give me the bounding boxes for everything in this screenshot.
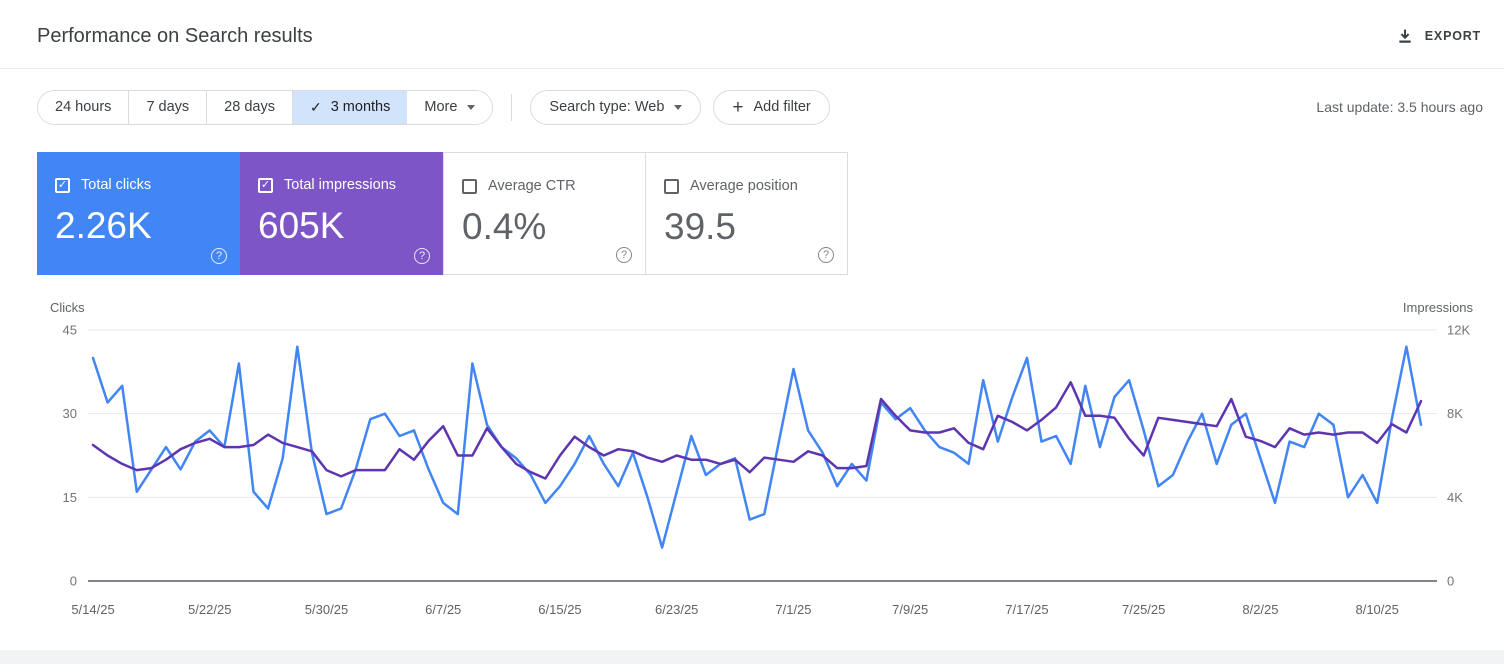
- card-label: Average position: [690, 178, 798, 194]
- right-axis-tick: 0: [1447, 574, 1454, 589]
- left-axis-tick: 45: [63, 323, 77, 338]
- x-axis-date-label: 5/14/25: [71, 602, 114, 617]
- plus-icon: [732, 98, 753, 117]
- tab-label: 24 hours: [55, 99, 112, 115]
- card-total-impressions[interactable]: Total impressions 605K: [240, 152, 443, 275]
- toolbar-divider: [511, 93, 513, 121]
- card-value: 0.4%: [462, 206, 547, 247]
- checkbox-unchecked-icon[interactable]: [664, 178, 679, 194]
- right-axis-title: Impressions: [1403, 300, 1474, 315]
- footer-strip: [0, 650, 1504, 664]
- toolbar: 24 hours 7 days 28 days 3 months More Se…: [37, 89, 1483, 125]
- left-axis-tick: 0: [70, 574, 77, 589]
- left-axis-tick: 15: [63, 490, 77, 505]
- card-value: 2.26K: [55, 205, 152, 246]
- card-header: Average position: [664, 178, 831, 194]
- right-axis-tick: 8K: [1447, 406, 1463, 421]
- search-type-dropdown[interactable]: Search type: Web: [530, 89, 702, 125]
- tab-label: 7 days: [146, 99, 190, 115]
- x-axis-date-label: 5/30/25: [305, 602, 348, 617]
- metric-cards: Total clicks 2.26K Total impressions 605…: [37, 152, 1504, 275]
- card-header: Average CTR: [462, 178, 629, 194]
- checkbox-unchecked-icon[interactable]: [462, 178, 477, 194]
- export-button[interactable]: EXPORT: [1394, 23, 1483, 49]
- x-axis-date-label: 8/2/25: [1242, 602, 1278, 617]
- last-update-text: Last update: 3.5 hours ago: [1316, 99, 1483, 115]
- card-average-ctr[interactable]: Average CTR 0.4%: [443, 152, 646, 275]
- check-icon: [310, 99, 331, 116]
- total-impressions-line[interactable]: [91, 381, 1423, 480]
- left-axis-tick: 30: [63, 406, 77, 421]
- x-axis-date-label: 6/7/25: [425, 602, 461, 617]
- date-range-tabs: 24 hours 7 days 28 days 3 months More: [37, 89, 494, 125]
- search-type-label: Search type: Web: [549, 99, 665, 115]
- tab-3-months[interactable]: 3 months: [292, 90, 408, 124]
- tab-label: More: [424, 99, 458, 115]
- download-icon: [1396, 27, 1414, 45]
- x-axis-date-label: 7/17/25: [1005, 602, 1048, 617]
- help-icon[interactable]: [211, 248, 227, 264]
- card-header: Total impressions: [258, 177, 427, 193]
- tab-label: 28 days: [224, 99, 275, 115]
- total-clicks-line[interactable]: [91, 345, 1423, 549]
- x-axis-date-label: 6/15/25: [538, 602, 581, 617]
- card-total-clicks[interactable]: Total clicks 2.26K: [37, 152, 240, 275]
- card-header: Total clicks: [55, 177, 224, 193]
- help-icon[interactable]: [818, 247, 834, 263]
- page-title: Performance on Search results: [37, 24, 313, 47]
- add-filter-label: Add filter: [753, 99, 811, 115]
- help-icon[interactable]: [414, 248, 430, 264]
- chevron-down-icon: [467, 104, 476, 110]
- right-axis-tick: 12K: [1447, 323, 1470, 338]
- card-label: Average CTR: [488, 178, 576, 194]
- card-label: Total impressions: [284, 177, 397, 193]
- header: Performance on Search results EXPORT: [0, 0, 1504, 69]
- x-axis-date-label: 6/23/25: [655, 602, 698, 617]
- tab-more[interactable]: More: [407, 90, 493, 124]
- tab-label: 3 months: [330, 99, 391, 115]
- card-average-position[interactable]: Average position 39.5: [645, 152, 848, 275]
- tab-24-hours[interactable]: 24 hours: [38, 90, 130, 124]
- performance-chart[interactable]: 45 12K 30 8K 15 4K 0 0 Clicks Impressions 5/14/25 5…: [0, 296, 1504, 626]
- x-axis-date-label: 5/22/25: [188, 602, 231, 617]
- x-axis-date-label: 7/1/25: [775, 602, 811, 617]
- x-axis-date-label: 7/9/25: [892, 602, 928, 617]
- card-label: Total clicks: [81, 177, 152, 193]
- x-axis-date-label: 8/10/25: [1355, 602, 1398, 617]
- tab-7-days[interactable]: 7 days: [129, 90, 208, 124]
- left-axis-title: Clicks: [50, 300, 85, 315]
- checkbox-checked-icon[interactable]: [55, 177, 70, 193]
- checkbox-checked-icon[interactable]: [258, 177, 273, 193]
- tab-28-days[interactable]: 28 days: [207, 90, 293, 124]
- card-value: 605K: [258, 205, 345, 246]
- chevron-down-icon: [674, 104, 683, 110]
- right-axis-tick: 4K: [1447, 490, 1463, 505]
- export-label: EXPORT: [1424, 29, 1481, 43]
- x-axis-date-label: 7/25/25: [1122, 602, 1165, 617]
- card-value: 39.5: [664, 206, 737, 247]
- help-icon[interactable]: [616, 247, 632, 263]
- add-filter-button[interactable]: Add filter: [713, 89, 830, 125]
